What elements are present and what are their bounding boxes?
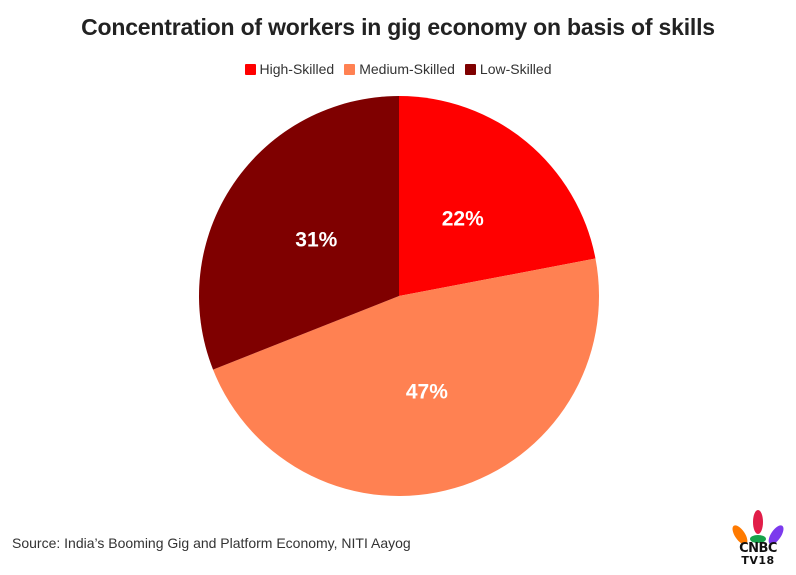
- pie-label-low-skilled: 31%: [295, 228, 337, 251]
- source-note: Source: India’s Booming Gig and Platform…: [12, 535, 411, 551]
- pie-slice-labels: 22% 47% 31%: [295, 207, 484, 403]
- legend-swatch-high-skilled: [244, 63, 256, 75]
- legend-swatch-medium-skilled: [344, 63, 356, 75]
- legend-label-high-skilled: High-Skilled: [259, 61, 335, 77]
- pie-slice-high-skilled[interactable]: [399, 96, 596, 296]
- pie-slice-medium-skilled[interactable]: [213, 258, 599, 497]
- peacock-icon: [731, 510, 785, 560]
- legend-item-medium-skilled[interactable]: Medium-Skilled: [344, 61, 455, 77]
- pie-label-medium-skilled: 47%: [406, 381, 448, 404]
- pie-slices: [198, 96, 599, 497]
- legend-item-high-skilled[interactable]: High-Skilled: [244, 61, 335, 77]
- cnbc-tv18-logo: CNBC TV18: [728, 508, 788, 570]
- logo-text-tv18: TV18: [741, 554, 775, 567]
- legend-swatch-low-skilled: [464, 63, 476, 75]
- chart-legend: High-Skilled Medium-Skilled Low-Skilled: [0, 61, 796, 77]
- legend-label-medium-skilled: Medium-Skilled: [359, 61, 455, 77]
- legend-item-low-skilled[interactable]: Low-Skilled: [464, 61, 552, 77]
- pie-slice-low-skilled[interactable]: [198, 96, 399, 370]
- chart-title: Concentration of workers in gig economy …: [81, 14, 715, 40]
- logo-text-cnbc: CNBC: [739, 541, 777, 556]
- pie-label-high-skilled: 22%: [442, 207, 484, 230]
- legend-label-low-skilled: Low-Skilled: [479, 61, 552, 77]
